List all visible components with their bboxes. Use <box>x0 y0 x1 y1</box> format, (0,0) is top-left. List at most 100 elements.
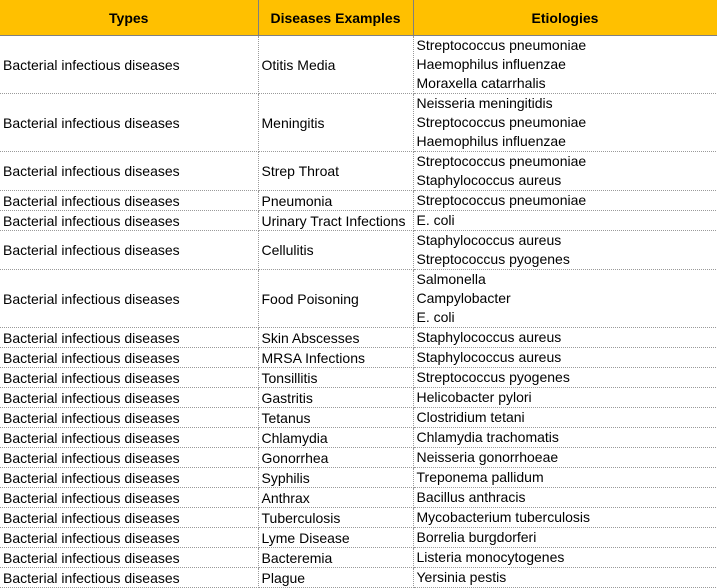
cell-type[interactable]: Bacterial infectious diseases <box>0 507 259 528</box>
etiology-line: Helicobacter pylori <box>416 389 532 405</box>
cell-disease[interactable]: Plague <box>258 567 414 588</box>
cell-etiologies[interactable]: Mycobacterium tuberculosis <box>413 507 717 528</box>
etiology-line: Streptococcus pneumoniae <box>416 37 587 53</box>
cell-type[interactable]: Bacterial infectious diseases <box>0 230 259 270</box>
table-row: Bacterial infectious diseases Strep Throa… <box>0 151 717 191</box>
etiology-line: Yersinia pestis <box>416 569 507 585</box>
cell-etiologies[interactable]: Staphylococcus aureus <box>413 347 717 368</box>
cell-disease[interactable]: Gonorrhea <box>258 447 414 468</box>
cell-etiologies[interactable]: Chlamydia trachomatis <box>413 427 717 448</box>
cell-type[interactable]: Bacterial infectious diseases <box>0 387 259 408</box>
etiology-line: Staphylococcus aureus <box>416 172 562 188</box>
cell-disease[interactable]: Otitis Media <box>258 35 414 94</box>
cell-etiologies[interactable]: Borrelia burgdorferi <box>413 527 717 548</box>
cell-etiologies[interactable]: Listeria monocytogenes <box>413 547 717 568</box>
etiology-line: Salmonella <box>416 271 486 287</box>
etiology-line: Listeria monocytogenes <box>416 549 565 565</box>
table-row: Bacterial infectious diseases Food Poison… <box>0 269 717 328</box>
cell-etiologies[interactable]: Streptococcus pneumoniae <box>413 190 717 211</box>
table-row: Bacterial infectious diseases Tuberculosi… <box>0 507 717 528</box>
cell-etiologies[interactable]: Helicobacter pylori <box>413 387 717 408</box>
cell-type[interactable]: Bacterial infectious diseases <box>0 327 259 348</box>
table-row: Bacterial infectious diseases Anthrax Baci… <box>0 487 717 508</box>
cell-etiologies[interactable]: Staphylococcus aureus Streptococcus pyoge… <box>413 230 717 270</box>
cell-disease[interactable]: Lyme Disease <box>258 527 414 548</box>
cell-type[interactable]: Bacterial infectious diseases <box>0 347 259 368</box>
cell-etiologies[interactable]: Staphylococcus aureus <box>413 327 717 348</box>
cell-type[interactable]: Bacterial infectious diseases <box>0 93 259 152</box>
etiology-line: Chlamydia trachomatis <box>416 429 559 445</box>
cell-disease[interactable]: Anthrax <box>258 487 414 508</box>
cell-etiologies[interactable]: Streptococcus pyogenes <box>413 367 717 388</box>
cell-etiologies[interactable]: Streptococcus pneumoniae Haemophilus infl… <box>413 35 717 94</box>
cell-disease[interactable]: Gastritis <box>258 387 414 408</box>
cell-disease[interactable]: Urinary Tract Infections <box>258 210 414 231</box>
cell-type[interactable]: Bacterial infectious diseases <box>0 367 259 388</box>
cell-type[interactable]: Bacterial infectious diseases <box>0 527 259 548</box>
table-row: Bacterial infectious diseases Plague Yersi… <box>0 567 717 588</box>
cell-type[interactable]: Bacterial infectious diseases <box>0 35 259 94</box>
cell-type[interactable]: Bacterial infectious diseases <box>0 210 259 231</box>
table-body: Bacterial infectious diseases Otitis Medi… <box>0 35 717 588</box>
table-row: Bacterial infectious diseases MRSA Infect… <box>0 347 717 368</box>
etiology-line: E. coli <box>416 212 455 228</box>
cell-etiologies[interactable]: Salmonella Campylobacter E. coli <box>413 269 717 328</box>
etiology-line: Staphylococcus aureus <box>416 329 562 345</box>
cell-type[interactable]: Bacterial infectious diseases <box>0 567 259 588</box>
cell-type[interactable]: Bacterial infectious diseases <box>0 190 259 211</box>
cell-disease[interactable]: Tonsillitis <box>258 367 414 388</box>
etiology-line: Campylobacter <box>416 290 511 306</box>
cell-etiologies[interactable]: Neisseria meningitidis Streptococcus pneu… <box>413 93 717 152</box>
table-row: Bacterial infectious diseases Chlamydia Ch… <box>0 427 717 448</box>
table-row: Bacterial infectious diseases Pneumonia St… <box>0 190 717 211</box>
etiology-line: Staphylococcus aureus <box>416 232 562 248</box>
header-etiologies[interactable]: Etiologies <box>412 0 717 36</box>
table-row: Bacterial infectious diseases Skin Absces… <box>0 327 717 348</box>
cell-disease[interactable]: Skin Abscesses <box>258 327 414 348</box>
table-row: Bacterial infectious diseases Otitis Medi… <box>0 35 717 94</box>
cell-type[interactable]: Bacterial infectious diseases <box>0 427 259 448</box>
etiology-line: E. coli <box>416 309 455 325</box>
etiology-line: Borrelia burgdorferi <box>416 529 537 545</box>
cell-disease[interactable]: Cellulitis <box>258 230 414 270</box>
cell-type[interactable]: Bacterial infectious diseases <box>0 467 259 488</box>
cell-disease[interactable]: Food Poisoning <box>258 269 414 328</box>
cell-etiologies[interactable]: Treponema pallidum <box>413 467 717 488</box>
cell-etiologies[interactable]: Bacillus anthracis <box>413 487 717 508</box>
header-row: Types Diseases Examples Etiologies <box>0 0 717 36</box>
table-row: Bacterial infectious diseases Gonorrhea Ne… <box>0 447 717 468</box>
cell-type[interactable]: Bacterial infectious diseases <box>0 547 259 568</box>
table-row: Bacterial infectious diseases Cellulitis S… <box>0 230 717 270</box>
etiology-line: Mycobacterium tuberculosis <box>416 509 591 525</box>
cell-type[interactable]: Bacterial infectious diseases <box>0 407 259 428</box>
cell-type[interactable]: Bacterial infectious diseases <box>0 447 259 468</box>
etiology-line: Clostridium tetani <box>416 409 525 425</box>
cell-etiologies[interactable]: Streptococcus pneumoniae Staphylococcus a… <box>413 151 717 191</box>
cell-disease[interactable]: Strep Throat <box>258 151 414 191</box>
etiology-line: Treponema pallidum <box>416 469 544 485</box>
cell-type[interactable]: Bacterial infectious diseases <box>0 151 259 191</box>
cell-disease[interactable]: Chlamydia <box>258 427 414 448</box>
cell-etiologies[interactable]: Yersinia pestis <box>413 567 717 588</box>
cell-etiologies[interactable]: E. coli <box>413 210 717 231</box>
etiology-line: Streptococcus pyogenes <box>416 369 570 385</box>
table-row: Bacterial infectious diseases Lyme Diseas… <box>0 527 717 548</box>
etiology-line: Haemophilus influenzae <box>416 56 566 72</box>
header-types[interactable]: Types <box>0 0 259 36</box>
cell-type[interactable]: Bacterial infectious diseases <box>0 487 259 508</box>
table-row: Bacterial infectious diseases Tetanus Clos… <box>0 407 717 428</box>
cell-type[interactable]: Bacterial infectious diseases <box>0 269 259 328</box>
cell-disease[interactable]: Syphilis <box>258 467 414 488</box>
cell-disease[interactable]: Tuberculosis <box>258 507 414 528</box>
cell-etiologies[interactable]: Neisseria gonorrhoeae <box>413 447 717 468</box>
cell-disease[interactable]: Pneumonia <box>258 190 414 211</box>
header-diseases-examples[interactable]: Diseases Examples <box>257 0 414 36</box>
cell-etiologies[interactable]: Clostridium tetani <box>413 407 717 428</box>
cell-disease[interactable]: MRSA Infections <box>258 347 414 368</box>
cell-disease[interactable]: Bacteremia <box>258 547 414 568</box>
etiology-line: Neisseria meningitidis <box>416 95 553 111</box>
etiology-line: Haemophilus influenzae <box>416 133 566 149</box>
cell-disease[interactable]: Meningitis <box>258 93 414 152</box>
table-row: Bacterial infectious diseases Tonsillitis… <box>0 367 717 388</box>
cell-disease[interactable]: Tetanus <box>258 407 414 428</box>
